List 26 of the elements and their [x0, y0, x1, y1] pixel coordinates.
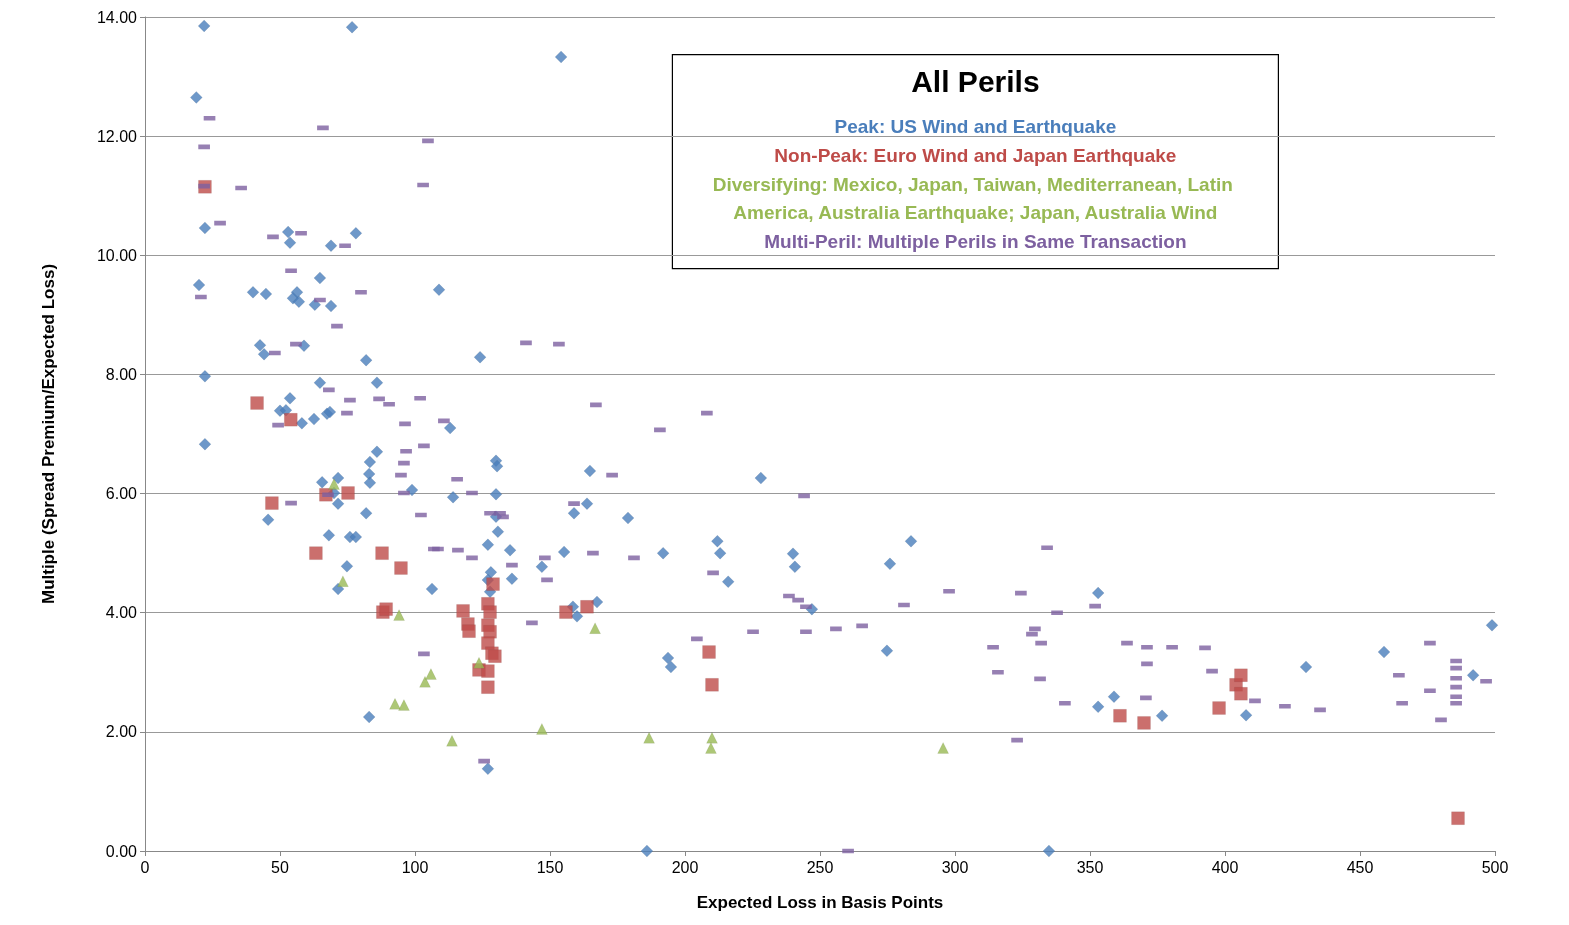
legend-title: All Perils — [911, 65, 1040, 99]
y-tick-label: 10.00 — [96, 246, 138, 264]
x-tick-label: 350 — [1076, 858, 1104, 876]
x-tick-label: 400 — [1211, 858, 1239, 876]
y-tick-label: 6.00 — [105, 485, 138, 503]
x-tick-label: 450 — [1346, 858, 1374, 876]
y-tick-label: 12.00 — [96, 127, 138, 145]
x-tick-label: 0 — [140, 858, 150, 876]
x-tick-label: 300 — [941, 858, 969, 876]
text: Peak: US Wind and Earthquake — [834, 116, 1117, 138]
y-tick-label: 8.00 — [105, 365, 138, 383]
y-tick-label: 0.00 — [105, 842, 138, 860]
y-axis-title: Multiple (Spread Premium/Expected Loss) — [39, 263, 58, 605]
y-tick-label: 2.00 — [105, 723, 138, 741]
text: Non-Peak: Euro Wind and Japan Earthquake — [774, 145, 1177, 167]
x-tick-label: 50 — [271, 858, 289, 876]
y-tick-label: 4.00 — [105, 604, 138, 622]
text: Diversifying: Mexico, Japan, Taiwan, Mediterranean, Latin America, Australia Earthquake; Japan, Australia Wind — [712, 174, 1239, 224]
y-tick-label: 14.00 — [96, 8, 138, 26]
x-tick-label: 100 — [401, 858, 429, 876]
x-tick-label: 250 — [806, 858, 834, 876]
x-tick-label: 500 — [1481, 858, 1509, 876]
x-tick-label: 150 — [536, 858, 564, 876]
x-tick-label: 200 — [671, 858, 699, 876]
x-axis-title: Expected Loss in Basis Points — [696, 893, 944, 912]
text: Multi-Peril: Multiple Perils in Same Transaction — [764, 231, 1187, 253]
